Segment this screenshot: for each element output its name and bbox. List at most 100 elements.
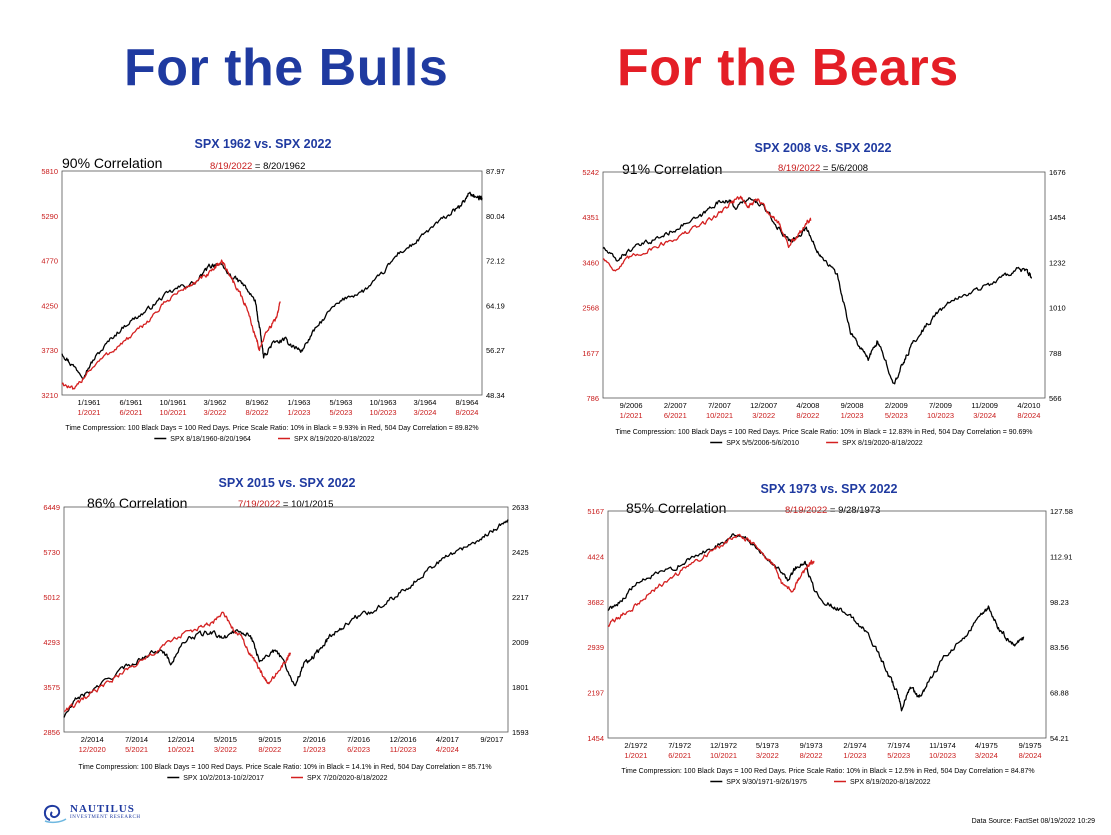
right-axis-tick: 1454 [1049,213,1066,222]
x-axis-tick-2022: 5/2023 [887,751,910,760]
data-source-note: Data Source: FactSet 08/19/2022 10:29 [971,818,1095,825]
left-axis-tick: 4293 [43,638,60,647]
x-axis-tick-2022: 5/2023 [885,411,908,420]
x-axis-tick-historical: 11/1974 [929,741,956,750]
legend-label: SPX 8/19/2020-8/18/2022 [850,779,931,786]
right-axis-tick: 80.04 [486,212,505,221]
x-axis-tick-2022: 3/2024 [414,408,437,417]
x-axis-tick-2022: 8/2024 [456,408,479,417]
x-axis-tick-2022: 3/2022 [756,751,779,760]
x-axis-tick-2022: 6/2021 [664,411,687,420]
right-axis-tick: 127.58 [1050,507,1073,516]
x-axis-tick-2022: 1/2023 [843,751,866,760]
date-black: = 8/20/1962 [252,161,305,172]
x-axis-tick-2022: 8/2024 [1019,751,1042,760]
correlation-label: 91% Correlation [622,161,722,177]
right-axis-tick: 98.23 [1050,598,1069,607]
x-axis-tick-2022: 3/2024 [973,411,996,420]
chart-note: Time Compression: 100 Black Days = 100 R… [78,764,491,771]
plot-frame [63,506,509,733]
left-axis-tick: 5242 [582,168,599,177]
x-axis-tick-historical: 4/2010 [1017,401,1040,410]
right-axis-tick: 54.21 [1050,734,1069,743]
x-axis-tick-historical: 2/1974 [843,741,866,750]
x-axis-tick-historical: 12/2007 [750,401,777,410]
right-axis-tick: 112.91 [1050,552,1072,561]
right-axis-tick: 56.27 [486,346,505,355]
date-black: = 10/1/2015 [280,499,333,510]
x-axis-tick-2022: 10/2021 [159,408,186,417]
x-axis-tick-2022: 6/2021 [120,408,143,417]
chart-panel-2015: SPX 2015 vs. SPX 2022 86% Correlation 7/… [20,472,528,792]
x-axis-tick-historical: 7/2014 [125,735,148,744]
left-axis-tick: 3460 [582,258,599,267]
x-axis-tick-historical: 9/2006 [620,401,643,410]
right-axis-tick: 83.56 [1050,643,1069,652]
logo-subtitle: INVESTMENT RESEARCH [70,815,141,820]
right-axis-tick: 1232 [1049,258,1066,267]
chart-svg-2008: SPX 2008 vs. SPX 2022 91% Correlation 8/… [582,141,1066,447]
x-axis-tick-2022: 5/2023 [330,408,353,417]
chart-panel-2008: SPX 2008 vs. SPX 2022 91% Correlation 8/… [566,137,1066,457]
x-axis-tick-2022: 10/2023 [927,411,954,420]
right-axis-tick: 2009 [512,638,529,647]
x-axis-tick-2022: 10/2021 [710,751,737,760]
x-axis-tick-historical: 9/1975 [1019,741,1042,750]
x-axis-tick-historical: 3/1964 [414,398,437,407]
x-axis-tick-2022: 1/2021 [620,411,643,420]
right-axis-tick: 87.97 [486,167,505,176]
left-axis-tick: 4424 [587,552,604,561]
x-axis-tick-historical: 6/1961 [120,398,143,407]
series-line-2022 [61,259,281,390]
x-axis-tick-historical: 9/2008 [841,401,864,410]
date-red: 8/19/2022 [210,161,252,172]
x-axis-tick-2022: 10/2021 [167,745,194,754]
x-axis-tick-2022: 10/2023 [929,751,956,760]
right-axis-tick: 68.88 [1050,689,1069,698]
legend-label: SPX 5/5/2006-5/6/2010 [726,440,799,447]
x-axis-tick-2022: 8/2022 [800,751,823,760]
chart-panel-1962: SPX 1962 vs. SPX 2022 90% Correlation 8/… [20,133,520,453]
right-axis-tick: 566 [1049,394,1062,403]
left-axis-tick: 3575 [43,683,60,692]
x-axis-tick-2022: 1/2021 [78,408,101,417]
x-axis-tick-2022: 6/2021 [668,751,691,760]
bulls-heading: For the Bulls [124,39,449,97]
left-axis-tick: 5290 [41,212,58,221]
x-axis-tick-historical: 10/1963 [369,398,396,407]
legend-label: SPX 8/19/2020-8/18/2022 [842,440,923,447]
plot-frame [607,510,1047,739]
left-axis-tick: 5167 [587,507,604,516]
x-axis-tick-historical: 5/2015 [214,735,237,744]
chart-note: Time Compression: 100 Black Days = 100 R… [621,768,1034,775]
left-axis-tick: 2197 [587,689,604,698]
x-axis-tick-historical: 5/1973 [756,741,779,750]
right-axis-tick: 1676 [1049,168,1066,177]
x-axis-tick-historical: 7/1972 [668,741,691,750]
chart-note: Time Compression: 100 Black Days = 100 R… [65,425,478,432]
x-axis-tick-historical: 9/2015 [258,735,281,744]
left-axis-tick: 6449 [43,503,60,512]
x-axis-tick-historical: 4/2008 [796,401,819,410]
x-axis-tick-historical: 7/2016 [347,735,370,744]
series-line-2022 [607,533,815,627]
legend-label: SPX 7/20/2020-8/18/2022 [307,775,388,782]
chart-svg-2015: SPX 2015 vs. SPX 2022 86% Correlation 7/… [43,476,528,782]
series-line-historical [61,191,483,380]
x-axis-tick-2022: 8/2024 [1017,411,1040,420]
series-line-historical [63,519,509,718]
x-axis-tick-historical: 11/2009 [971,401,998,410]
left-axis-tick: 1677 [582,349,599,358]
x-axis-tick-historical: 4/2017 [436,735,459,744]
chart-panel-1973: SPX 1973 vs. SPX 2022 85% Correlation 8/… [566,476,1073,796]
x-axis-tick-2022: 10/2021 [706,411,733,420]
correlation-label: 85% Correlation [626,500,726,516]
right-axis-tick: 2425 [512,548,529,557]
left-axis-tick: 4250 [41,301,58,310]
x-axis-tick-2022: 10/2023 [369,408,396,417]
x-axis-tick-historical: 2/2009 [885,401,908,410]
series-line-historical [607,533,1025,712]
right-axis-tick: 72.12 [486,257,505,266]
x-axis-tick-2022: 4/2024 [436,745,459,754]
x-axis-tick-historical: 10/1961 [159,398,186,407]
